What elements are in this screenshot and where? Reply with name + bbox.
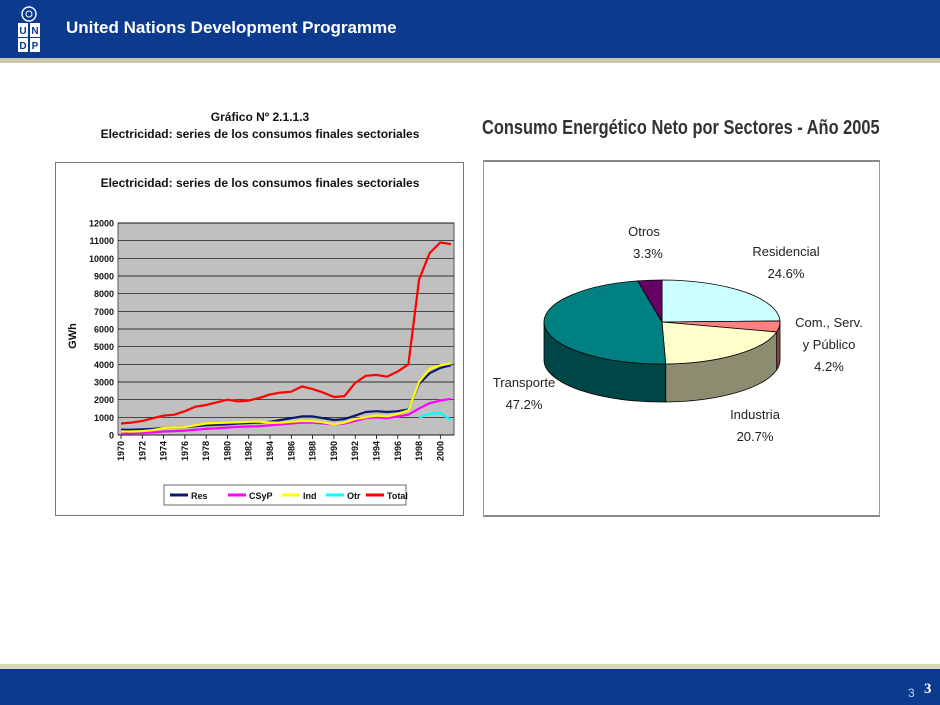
- logo-letter: D: [19, 41, 26, 52]
- figure-caption: Electricidad: series de los consumos fin…: [100, 127, 420, 141]
- x-tick-label: 1986: [286, 441, 296, 461]
- legend-entry: CSyP: [249, 491, 273, 501]
- pie-slice-industria: [661, 321, 778, 365]
- legend-entry: Ind: [303, 491, 317, 501]
- header-divider: [0, 58, 940, 63]
- org-title: United Nations Development Programme: [66, 18, 397, 37]
- legend-entry: Total: [387, 491, 408, 501]
- x-tick-label: 1974: [159, 441, 169, 461]
- figure-number: Gráfico Nº 2.1.1.3: [210, 110, 310, 124]
- pie-value-com-serv: 4.2%: [814, 359, 844, 374]
- y-tick-label: 7000: [94, 307, 114, 317]
- x-tick-label: 1998: [414, 441, 424, 461]
- pie-label-residencial: Residencial: [752, 244, 819, 259]
- y-tick-label: 3000: [94, 378, 114, 388]
- x-tick-label: 1980: [222, 441, 232, 461]
- x-tick-label: 1976: [180, 441, 190, 461]
- pie-label-transporte: Transporte: [493, 375, 555, 390]
- pie-slice-transporte: [543, 280, 667, 365]
- legend-entry: Res: [191, 491, 208, 501]
- un-emblem-icon: [21, 6, 37, 22]
- x-tick-label: 1992: [350, 441, 360, 461]
- pie-value-otros: 3.3%: [633, 246, 663, 261]
- pie-label-com-serv-2: y Público: [803, 337, 856, 352]
- logo-letter: P: [32, 41, 39, 52]
- chart-title: Electricidad: series de los consumos fin…: [101, 176, 420, 190]
- undp-logo: U N D P: [16, 5, 42, 53]
- x-tick-label: 1996: [393, 441, 403, 461]
- series-line-ind: [121, 362, 452, 433]
- header-bar: U N D P United Nations Development Progr…: [0, 0, 940, 58]
- pie-label-industria: Industria: [730, 407, 781, 422]
- series-line-total: [120, 241, 452, 425]
- y-tick-label: 8000: [94, 289, 114, 299]
- y-tick-label: 5000: [94, 342, 114, 352]
- y-tick-label: 2000: [94, 395, 114, 405]
- pie-value-industria: 20.7%: [737, 429, 774, 444]
- x-tick-label: 1970: [116, 441, 126, 461]
- x-tick-label: 2000: [435, 441, 445, 461]
- logo-letter: N: [31, 26, 38, 37]
- y-tick-label: 4000: [94, 360, 114, 370]
- page-number-small: 3: [908, 686, 915, 700]
- page-number: 3: [924, 681, 932, 697]
- y-tick-label: 10000: [89, 254, 114, 264]
- pie-value-residencial: 24.6%: [768, 266, 805, 281]
- y-tick-label: 12000: [89, 219, 114, 229]
- logo-letter: U: [19, 26, 26, 37]
- pie-slice-residencial: [661, 279, 781, 323]
- y-axis-label: GWh: [67, 323, 79, 349]
- x-tick-label: 1982: [244, 441, 254, 461]
- y-tick-label: 11000: [89, 236, 114, 246]
- x-tick-label: 1972: [137, 441, 147, 461]
- series-line-csyp: [121, 397, 452, 435]
- x-tick-label: 1990: [329, 441, 339, 461]
- x-tick-label: 1984: [265, 441, 275, 461]
- footer-bar: [0, 669, 940, 705]
- pie-heading: Consumo Energético Neto por Sectores - A…: [482, 117, 880, 139]
- y-tick-label: 9000: [94, 272, 114, 282]
- footer-divider: [0, 664, 940, 669]
- y-tick-label: 6000: [94, 325, 114, 335]
- pie-label-otros: Otros: [628, 224, 660, 239]
- y-tick-label: 0: [109, 431, 114, 441]
- legend-entry: Otr: [347, 491, 361, 501]
- x-tick-label: 1978: [201, 441, 211, 461]
- series-line-otr: [418, 411, 452, 421]
- line-chart: Electricidad: series de los consumos fin…: [67, 176, 455, 506]
- pie-label-com-serv: Com., Serv.: [795, 315, 863, 330]
- x-tick-label: 1994: [371, 441, 381, 461]
- line-chart-frame: Electricidad: series de los consumos fin…: [55, 162, 464, 516]
- x-tick-label: 1988: [308, 441, 318, 461]
- pie-chart-frame: Otros 3.3% Residencial 24.6% Com., Serv. y Pú…: [483, 160, 880, 517]
- y-tick-label: 1000: [94, 413, 114, 423]
- pie-slice-otros: [637, 279, 663, 324]
- pie-value-transporte: 47.2%: [506, 397, 543, 412]
- pie-chart: Otros 3.3% Residencial 24.6% Com., Serv. y Pú…: [493, 224, 863, 444]
